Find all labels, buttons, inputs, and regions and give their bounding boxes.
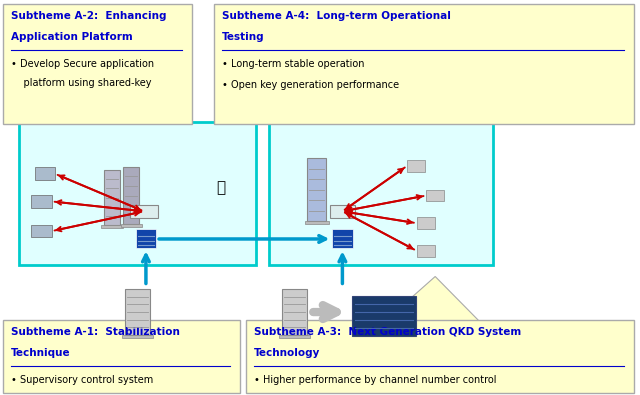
Text: Application Platform: Application Platform bbox=[11, 32, 132, 41]
Text: platform using shared-key: platform using shared-key bbox=[11, 78, 152, 88]
Bar bbox=[122, 335, 153, 338]
Polygon shape bbox=[384, 276, 480, 322]
Bar bbox=[130, 205, 159, 218]
Text: • Supervisory control system: • Supervisory control system bbox=[11, 375, 153, 385]
Bar bbox=[332, 229, 353, 248]
Text: Subtheme A-4:  Long-term Operational: Subtheme A-4: Long-term Operational bbox=[222, 11, 451, 21]
Bar bbox=[136, 229, 156, 248]
Polygon shape bbox=[64, 124, 128, 158]
Bar bbox=[330, 205, 355, 218]
Text: • Open key generation performance: • Open key generation performance bbox=[222, 80, 399, 90]
Text: Subtheme A-2:  Enhancing: Subtheme A-2: Enhancing bbox=[11, 11, 166, 21]
Bar bbox=[269, 122, 493, 265]
Bar bbox=[101, 225, 123, 228]
Bar bbox=[417, 245, 435, 257]
Text: • Higher performance by channel number control: • Higher performance by channel number c… bbox=[254, 375, 497, 385]
Bar bbox=[35, 167, 55, 180]
Bar bbox=[214, 4, 634, 124]
Bar bbox=[120, 224, 142, 227]
Bar bbox=[305, 221, 329, 224]
Text: Subtheme A-3:  Next Generation QKD System: Subtheme A-3: Next Generation QKD System bbox=[254, 327, 522, 337]
Bar bbox=[282, 289, 307, 335]
Bar bbox=[426, 190, 444, 201]
Bar bbox=[19, 122, 256, 265]
Bar bbox=[407, 160, 425, 172]
Bar bbox=[31, 195, 52, 208]
Bar bbox=[3, 320, 240, 393]
Bar bbox=[104, 170, 120, 225]
Bar bbox=[31, 225, 52, 237]
Text: 👤: 👤 bbox=[216, 180, 225, 195]
Text: Technique: Technique bbox=[11, 348, 70, 357]
Bar bbox=[352, 296, 416, 336]
Bar bbox=[417, 217, 435, 229]
Bar bbox=[246, 320, 634, 393]
Bar bbox=[123, 167, 140, 224]
Text: • Develop Secure application: • Develop Secure application bbox=[11, 59, 154, 69]
Polygon shape bbox=[294, 124, 371, 158]
Text: Subtheme A-1:  Stabilization: Subtheme A-1: Stabilization bbox=[11, 327, 180, 337]
Text: Testing: Testing bbox=[222, 32, 265, 41]
Bar bbox=[125, 289, 150, 335]
Bar bbox=[307, 158, 326, 221]
Bar bbox=[3, 4, 192, 124]
Text: Technology: Technology bbox=[254, 348, 321, 357]
Bar bbox=[279, 335, 310, 338]
Text: • Long-term stable operation: • Long-term stable operation bbox=[222, 59, 365, 69]
